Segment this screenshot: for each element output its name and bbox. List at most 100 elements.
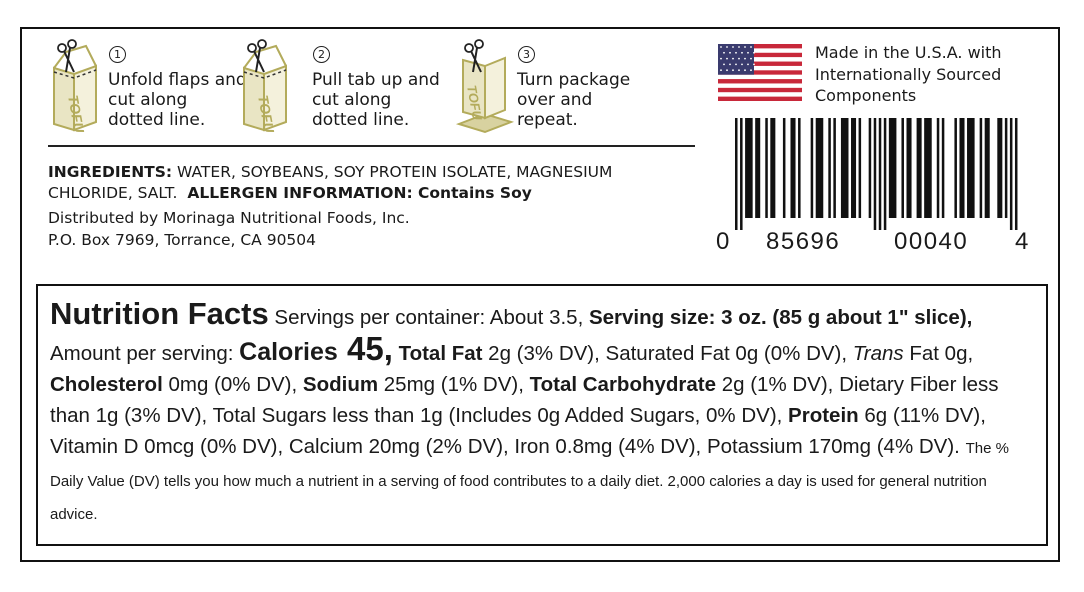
step-number: 3 [518, 46, 535, 63]
barcode-bar [858, 118, 862, 218]
nutrition-run: Total Carbohydrate [530, 373, 716, 396]
flag-star [747, 51, 749, 54]
nutrition-run: Total Fat [399, 342, 483, 365]
nutrition-run: The % Daily Value (DV) tells you how muc… [50, 440, 1013, 523]
ingredients-label: INGREDIENTS: [48, 163, 173, 181]
flag-star [738, 46, 740, 48]
barcode-bar [936, 118, 940, 218]
flag-star [744, 57, 746, 60]
nutrition-run-text: Calories [239, 338, 338, 366]
label-border [20, 27, 1060, 562]
barcode-bar [798, 118, 801, 218]
flag-stripe [718, 65, 802, 71]
barcode-bar [901, 118, 904, 218]
nutrition-run: 0mg (0% DV), [163, 373, 303, 396]
nutrition-run-text: 0mg (0% DV), [162, 373, 303, 396]
nutrition-run: Serving size: 3 oz. (85 g about 1" slice… [589, 306, 972, 329]
nutrition-run: 6g (11% DV), Vitamin D 0mcg (0% DV), Cal… [50, 404, 992, 458]
nutrition-run-text: Cholesterol [50, 373, 163, 396]
nutrition-run: Trans [853, 342, 904, 365]
barcode-bar [770, 118, 776, 218]
flag-canton [718, 44, 754, 75]
scissors [247, 43, 257, 53]
step-number: 2 [313, 46, 330, 63]
flag-star [753, 63, 755, 66]
barcode-bar [840, 118, 849, 218]
nutrition-text: Nutrition Facts Servings per container: … [50, 298, 1036, 530]
nutrition-run-text: Serving size: 3 oz. (85 g about 1" slice… [588, 306, 973, 329]
nutrition-run-text: 6g (11% DV), Vitamin D 0mcg (0% DV), Cal… [50, 404, 992, 458]
step-text: Pull tab up and cut along dotted line. [312, 70, 440, 130]
allergen: ALLERGEN INFORMATION: Contains Soy [187, 184, 532, 202]
barcode-bar [1009, 118, 1013, 230]
flag-star [720, 57, 722, 60]
step-text: Unfold flaps and cut along dotted line. [108, 70, 247, 130]
flag-star [726, 69, 728, 72]
barcode [735, 118, 1018, 230]
flag-stripe [718, 70, 802, 75]
flag-star [720, 46, 722, 48]
flag-star [729, 51, 731, 54]
carton [455, 112, 515, 134]
barcode-bar [810, 118, 814, 218]
flag-star [750, 69, 752, 72]
scissors [464, 43, 474, 53]
nutrition-run: Protein [788, 404, 859, 427]
carton-label: TOFU [65, 94, 87, 134]
ingredients-text: WATER, SOYBEANS, SOY PROTEIN ISOLATE, MA… [48, 163, 613, 202]
barcode-bar [782, 118, 786, 218]
flag-stripe [718, 74, 802, 80]
scissors [63, 47, 75, 73]
carton [263, 64, 287, 132]
carton-top [243, 44, 287, 69]
scissors [67, 39, 77, 49]
flag-stripe [718, 83, 802, 89]
dotted-line [53, 69, 97, 79]
nutrition-run: Servings per container: About 3.5, [269, 306, 589, 329]
nutrition-run: 2g (3% DV), Saturated Fat 0g (0% DV), [482, 342, 852, 365]
flag-star [720, 69, 722, 72]
barcode-bar [979, 118, 983, 218]
barcode-digit: 85696 [766, 228, 841, 255]
barcode-bar [888, 118, 897, 218]
flag-star [741, 51, 743, 54]
barcode-bar [828, 118, 831, 218]
flag-star [750, 46, 752, 48]
nutrition-run-text: 25mg (1% DV), [378, 373, 530, 396]
nutrition-run: 25mg (1% DV), [378, 373, 530, 396]
carton-icon: TOFU [53, 39, 97, 134]
flag-star [735, 51, 737, 54]
barcode-bar [745, 118, 753, 218]
barcode-bar [997, 118, 1003, 218]
barcode-bar [954, 118, 957, 218]
flag-stripe [718, 57, 802, 62]
barcode-digit: 4 [1015, 228, 1030, 255]
flag-star [744, 46, 746, 48]
barcode-bar [883, 118, 887, 230]
origin: Made in the U.S.A. with Internationally … [815, 43, 1002, 105]
flag-star [732, 69, 734, 72]
nutrition-run: Fat 0g, [904, 342, 979, 365]
carton [484, 56, 506, 120]
scissors [253, 47, 265, 73]
dotted-line [243, 69, 287, 79]
nutrition-run-text: The % Daily Value (DV) tells you how muc… [50, 440, 1014, 523]
flag-star [744, 69, 746, 72]
barcode-bar [941, 118, 945, 218]
nutrition-run: 2g (1% DV), Dietary Fiber less than 1g (… [50, 373, 1004, 427]
barcode-digit: 0 [716, 228, 731, 255]
barcode-bar [740, 118, 743, 230]
barcode-bar [924, 118, 932, 218]
barcode-bar [755, 118, 761, 218]
barcode-bar [1014, 118, 1018, 230]
barcode-bar [735, 118, 738, 230]
flag-stripe [718, 44, 802, 49]
scissors [474, 39, 484, 49]
nutrition-run: Cholesterol [50, 373, 163, 396]
barcode-bar [851, 118, 857, 218]
distributor: Distributed by Morinaga Nutritional Food… [48, 209, 410, 227]
nutrition-run-text: Servings per container: About 3.5, [268, 306, 589, 329]
nutrition-run-text: Nutrition Facts [50, 296, 269, 331]
barcode-bar [815, 118, 824, 218]
